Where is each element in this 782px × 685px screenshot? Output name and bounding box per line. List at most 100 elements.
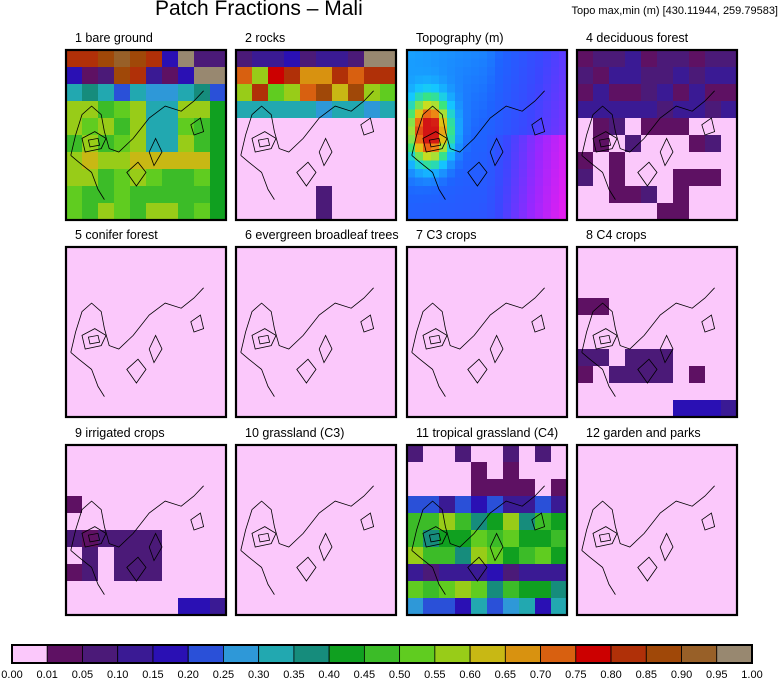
colorbar-tick-label: 0.70 <box>530 669 551 681</box>
fraction-cell <box>519 581 536 599</box>
topo-cell <box>455 101 464 111</box>
fraction-cell <box>657 400 674 418</box>
fraction-cell <box>689 462 706 480</box>
fraction-cell <box>673 581 690 599</box>
fraction-cell <box>503 366 520 384</box>
fraction-cell <box>316 383 333 401</box>
fraction-cell <box>268 101 285 119</box>
fraction-cell <box>194 383 211 401</box>
fraction-cell <box>98 349 115 367</box>
fraction-cell <box>577 67 594 85</box>
topo-cell <box>439 152 448 162</box>
fraction-cell <box>535 281 552 299</box>
topo-cell <box>431 50 440 60</box>
topo-cell <box>471 109 480 119</box>
topo-cell <box>519 84 528 94</box>
topo-cell <box>487 67 496 77</box>
topo-cell <box>455 135 464 145</box>
topo-cell <box>447 50 456 60</box>
topo-range-note: Topo max,min (m) [430.11944, 259.79583] <box>571 5 778 17</box>
fraction-cell <box>98 135 115 153</box>
topo-cell <box>535 160 544 170</box>
topo-cell <box>527 109 536 119</box>
topo-cell <box>543 143 552 153</box>
fraction-cell <box>439 332 456 350</box>
topo-cell <box>559 203 568 213</box>
fraction-cell <box>487 383 504 401</box>
topo-cell <box>431 186 440 196</box>
fraction-cell <box>236 118 253 136</box>
fraction-cell <box>577 564 594 582</box>
fraction-cell <box>721 315 738 333</box>
fraction-cell <box>98 496 115 514</box>
fraction-cell <box>577 118 594 136</box>
fraction-cell <box>487 445 504 463</box>
fraction-cell <box>487 479 504 497</box>
topo-cell <box>495 101 504 111</box>
fraction-cell <box>66 203 83 221</box>
fraction-cell <box>210 203 227 221</box>
fraction-cell <box>316 479 333 497</box>
fraction-cell <box>284 203 301 221</box>
fraction-cell <box>300 135 317 153</box>
fraction-cell <box>689 383 706 401</box>
topo-cell <box>407 135 416 145</box>
fraction-cell <box>284 169 301 187</box>
fraction-cell <box>162 247 179 265</box>
fraction-cell <box>439 247 456 265</box>
fraction-cell <box>348 496 365 514</box>
fraction-cell <box>423 445 440 463</box>
fraction-cell <box>407 547 424 565</box>
topo-cell <box>455 143 464 153</box>
fraction-cell <box>252 564 269 582</box>
fraction-cell <box>625 101 642 119</box>
fraction-cell <box>146 564 163 582</box>
topo-cell <box>479 169 488 179</box>
fraction-cell <box>194 135 211 153</box>
colorbar-tick-label: 0.30 <box>248 669 269 681</box>
fraction-cell <box>364 496 381 514</box>
fraction-cell <box>593 366 610 384</box>
topo-cell <box>535 211 544 221</box>
topo-cell <box>503 126 512 136</box>
fraction-cell <box>332 315 349 333</box>
fraction-cell <box>98 50 115 68</box>
fraction-cell <box>284 186 301 204</box>
topo-cell <box>431 67 440 77</box>
fraction-cell <box>300 50 317 68</box>
topo-cell <box>527 135 536 145</box>
topo-cell <box>471 101 480 111</box>
fraction-cell <box>439 366 456 384</box>
topo-cell <box>439 109 448 119</box>
fraction-cell <box>673 169 690 187</box>
fraction-cell <box>407 332 424 350</box>
fraction-cell <box>689 496 706 514</box>
fraction-cell <box>332 530 349 548</box>
topo-cell <box>487 109 496 119</box>
fraction-cell <box>194 281 211 299</box>
topo-cell <box>455 92 464 102</box>
topo-contour <box>257 137 271 148</box>
fraction-cell <box>455 400 472 418</box>
fraction-cell <box>348 152 365 170</box>
topo-cell <box>455 177 464 187</box>
topo-cell <box>535 101 544 111</box>
fraction-cell <box>503 315 520 333</box>
fraction-cell <box>236 564 253 582</box>
colorbar-tick-label: 0.95 <box>706 669 727 681</box>
fraction-cell <box>146 84 163 102</box>
fraction-cell <box>487 264 504 282</box>
topo-cell <box>487 169 496 179</box>
fraction-cell <box>210 564 227 582</box>
fraction-cell <box>577 332 594 350</box>
topo-cell <box>479 92 488 102</box>
fraction-cell <box>535 400 552 418</box>
fraction-cell <box>130 530 147 548</box>
fraction-cell <box>66 169 83 187</box>
fraction-cell <box>332 264 349 282</box>
fraction-cell <box>194 349 211 367</box>
fraction-cell <box>657 564 674 582</box>
fraction-cell <box>114 50 131 68</box>
topo-cell <box>415 84 424 94</box>
topo-cell <box>431 169 440 179</box>
